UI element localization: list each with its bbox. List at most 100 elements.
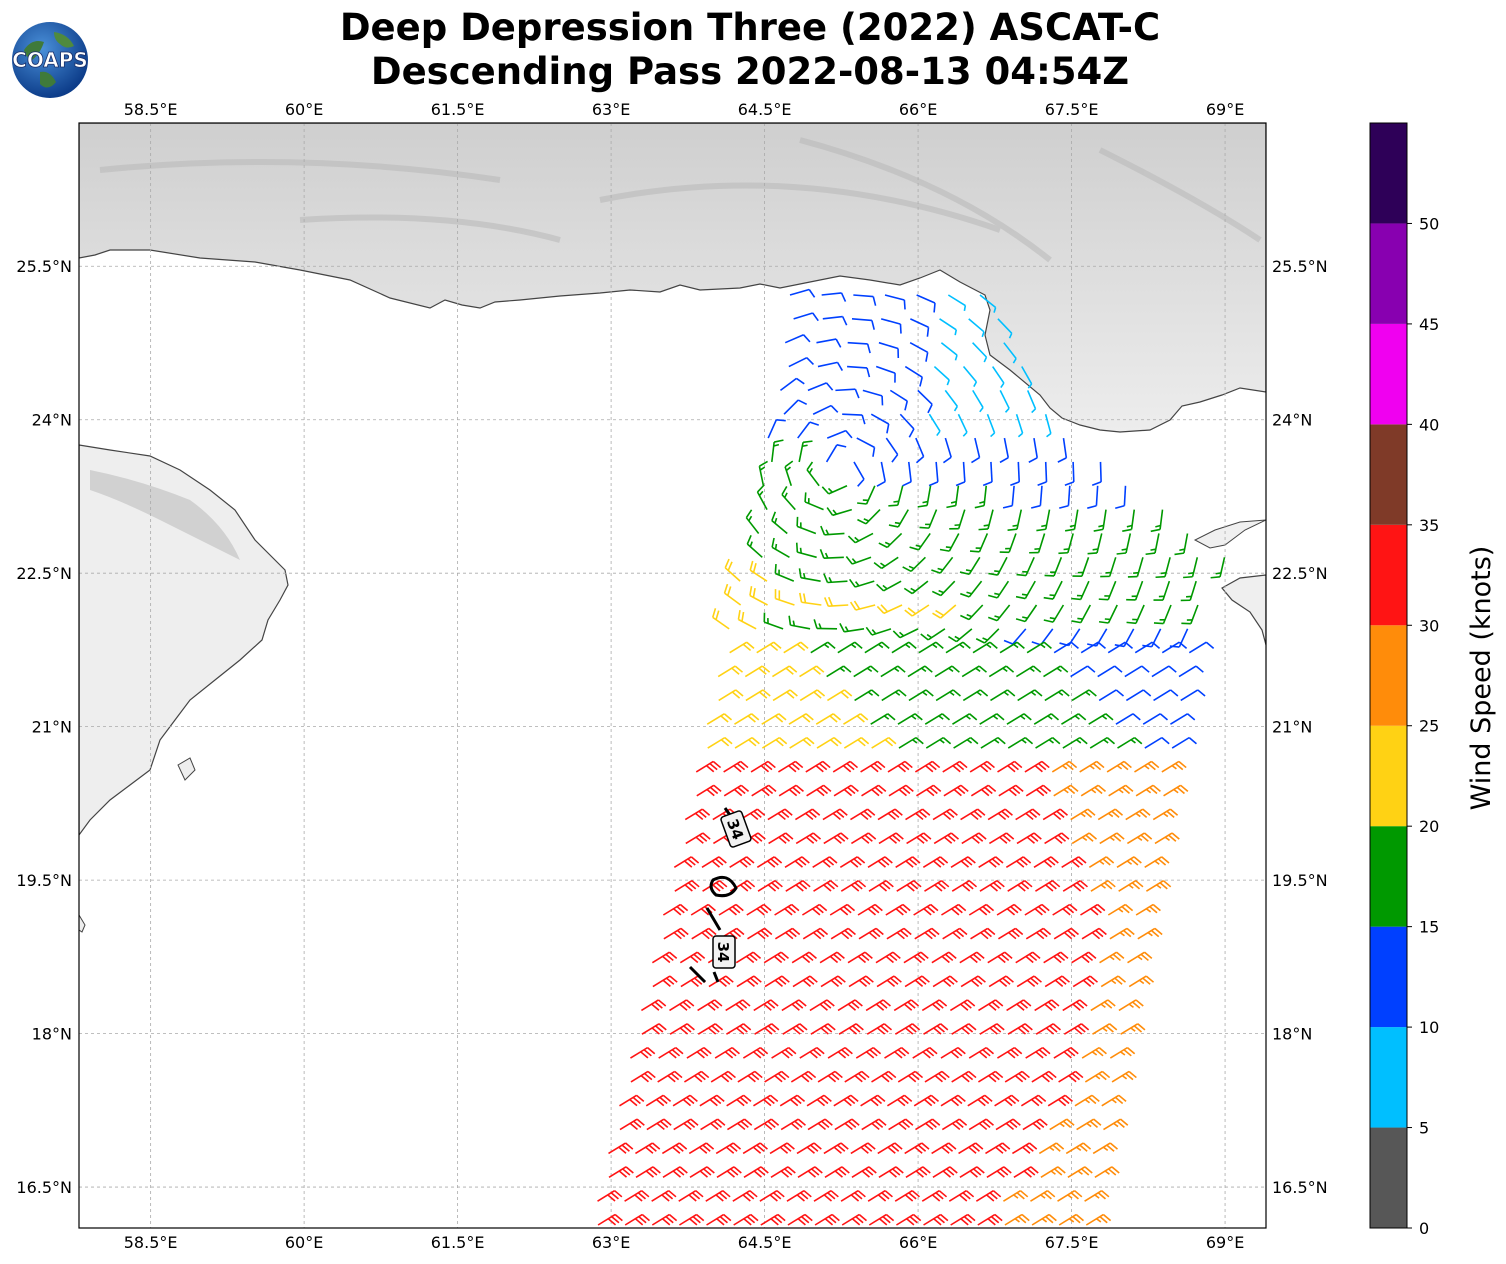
map-frame bbox=[78, 122, 1267, 1229]
wind-barb bbox=[769, 1142, 795, 1155]
wind-barb bbox=[999, 437, 1010, 464]
wind-barb bbox=[914, 760, 941, 773]
wind-barb bbox=[706, 713, 733, 725]
wind-barb bbox=[827, 1046, 853, 1059]
lat-tick-left: 21°N bbox=[32, 718, 72, 737]
wind-barb bbox=[982, 461, 993, 487]
wind-barb bbox=[977, 1213, 1003, 1226]
wind-barb bbox=[716, 1166, 742, 1178]
wind-barb bbox=[787, 1213, 813, 1226]
lat-tick-right: 25.5°N bbox=[1272, 257, 1328, 276]
wind-barb bbox=[1035, 880, 1061, 892]
wind-barb bbox=[729, 641, 755, 654]
wind-barb bbox=[691, 927, 717, 940]
wind-barb bbox=[880, 665, 906, 678]
wind-barb bbox=[979, 713, 1005, 725]
wind-barb bbox=[979, 1023, 1005, 1035]
wind-barb bbox=[779, 377, 805, 392]
wind-barb bbox=[782, 1023, 808, 1035]
wind-barb bbox=[909, 533, 931, 551]
wind-barb bbox=[774, 563, 795, 582]
wind-barb bbox=[1124, 665, 1150, 678]
wind-barb bbox=[771, 1046, 797, 1059]
wind-barb bbox=[913, 1094, 940, 1107]
wind-barb bbox=[888, 509, 909, 528]
wind-barb bbox=[663, 927, 689, 940]
wind-barb bbox=[904, 604, 930, 617]
lon-tick-top: 58.5°E bbox=[124, 100, 178, 119]
wind-barb bbox=[767, 808, 793, 821]
wind-barb bbox=[923, 1213, 949, 1226]
wind-barb bbox=[1026, 641, 1052, 654]
wind-barb bbox=[1061, 713, 1087, 725]
land-masses bbox=[79, 123, 1266, 933]
wind-barb bbox=[795, 542, 817, 559]
wind-barb bbox=[918, 641, 944, 654]
wind-barb bbox=[810, 641, 836, 654]
wind-barb bbox=[1093, 509, 1107, 532]
wind-barb bbox=[779, 1094, 806, 1107]
wind-barb bbox=[1025, 1046, 1051, 1059]
wind-barb bbox=[683, 1070, 710, 1083]
wind-barb bbox=[931, 1142, 957, 1155]
wind-barb bbox=[1188, 641, 1215, 654]
wind-barb bbox=[794, 808, 821, 821]
wind-barb bbox=[652, 975, 678, 988]
wind-barb bbox=[807, 382, 834, 392]
colorbar-tick-label: 40 bbox=[1419, 415, 1439, 434]
colorbar-tick-label: 0 bbox=[1419, 1219, 1429, 1238]
wind-barb bbox=[932, 1166, 958, 1178]
colorbar-bin bbox=[1370, 826, 1407, 927]
wind-barb bbox=[878, 341, 900, 359]
wind-barb bbox=[1094, 1166, 1120, 1178]
wind-barb bbox=[843, 736, 870, 749]
wind-barb bbox=[799, 665, 825, 678]
wind-barb bbox=[1153, 604, 1172, 625]
wind-barb bbox=[1100, 557, 1117, 578]
wind-barb bbox=[1097, 808, 1124, 821]
colorbar-tick-label: 10 bbox=[1419, 1018, 1439, 1037]
wind-barb bbox=[1115, 713, 1141, 725]
wind-barb bbox=[997, 760, 1023, 773]
wind-barb bbox=[749, 586, 768, 606]
wind-barb bbox=[624, 1213, 651, 1226]
wind-barb bbox=[876, 604, 903, 615]
wind-barb bbox=[1169, 628, 1189, 648]
wind-barb bbox=[1062, 999, 1088, 1012]
wind-barb bbox=[1067, 1166, 1093, 1178]
wind-barb bbox=[788, 615, 811, 630]
wind-barb bbox=[1033, 713, 1060, 725]
wind-barb bbox=[792, 975, 818, 988]
wind-barb bbox=[646, 1118, 672, 1131]
wind-barb bbox=[1057, 437, 1068, 463]
wind-barb bbox=[1037, 461, 1048, 487]
wind-barb bbox=[816, 736, 842, 749]
wind-barb bbox=[820, 975, 846, 988]
wind-barb bbox=[924, 1070, 950, 1083]
lon-tick-bottom: 58.5°E bbox=[124, 1233, 178, 1252]
wind-barb bbox=[729, 856, 755, 868]
wind-barb bbox=[878, 1166, 904, 1178]
wind-barb bbox=[1007, 736, 1034, 749]
wind-barb bbox=[922, 856, 949, 868]
wind-barb bbox=[1016, 832, 1042, 845]
wind-barb bbox=[608, 1166, 634, 1178]
wind-barb bbox=[870, 413, 890, 434]
wind-barb bbox=[702, 880, 728, 892]
wind-barb bbox=[997, 927, 1024, 940]
wind-barb bbox=[994, 1094, 1020, 1107]
wind-barb bbox=[697, 1023, 724, 1035]
wind-barb bbox=[1126, 604, 1145, 625]
wind-barb bbox=[1089, 736, 1116, 749]
wind-barb bbox=[1071, 832, 1098, 845]
wind-barb bbox=[807, 1118, 833, 1131]
wind-barb bbox=[1098, 580, 1117, 601]
wind-barb bbox=[933, 832, 960, 845]
wind-barb bbox=[1114, 628, 1135, 648]
wind-barb bbox=[678, 1190, 704, 1202]
colorbar-bin bbox=[1370, 926, 1407, 1028]
wind-barb bbox=[754, 1023, 780, 1035]
lon-tick-top: 66°E bbox=[899, 100, 937, 119]
wind-barb bbox=[986, 413, 996, 438]
lon-tick-bottom: 64.5°E bbox=[738, 1233, 792, 1252]
